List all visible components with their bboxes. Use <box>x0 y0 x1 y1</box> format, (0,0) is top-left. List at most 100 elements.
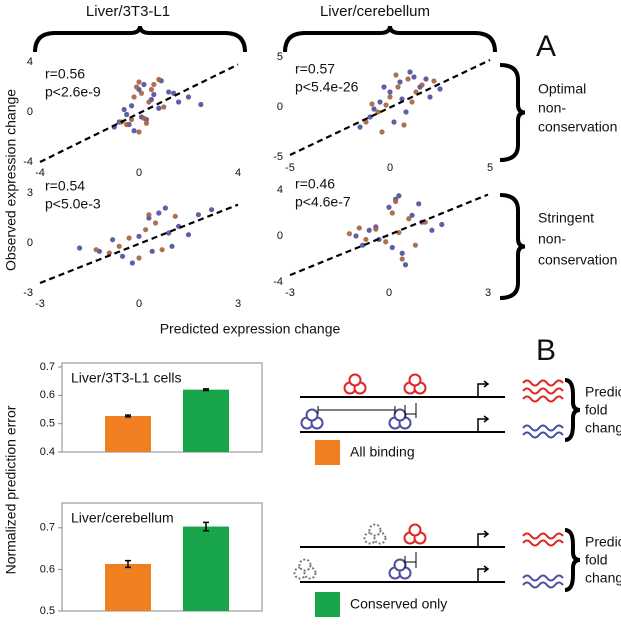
x-tick-label: -3 <box>35 298 45 310</box>
y-tick-label: 4 <box>27 56 33 68</box>
chart-title: Liver/3T3-L1 cells <box>71 370 182 386</box>
scatter-point <box>383 239 389 245</box>
row-label: non- <box>538 231 566 247</box>
annotation: r=0.56 <box>45 66 85 82</box>
scatter-point <box>136 79 142 85</box>
chart-title: Liver/cerebellum <box>71 510 174 526</box>
diagram-label: fold <box>585 552 608 568</box>
transcript <box>522 379 564 387</box>
scatter-point <box>146 99 152 105</box>
row-label: Stringent <box>538 210 594 226</box>
scatter-point <box>198 101 204 108</box>
scatter-point <box>353 233 359 239</box>
scatter-point <box>136 233 142 239</box>
protein <box>408 523 422 537</box>
scatter-point <box>409 99 415 105</box>
transcript <box>522 431 564 439</box>
scatter-point <box>124 121 130 128</box>
scatter-point <box>128 103 135 109</box>
scatter-point <box>159 247 165 253</box>
diagram-label: Predicted <box>585 384 621 400</box>
y-tick-label: -4 <box>273 276 283 288</box>
scatter-point <box>133 84 140 90</box>
scatter-point <box>166 89 172 95</box>
panel-label: A <box>536 30 556 63</box>
scatter-point <box>131 94 137 100</box>
annotation: r=0.57 <box>295 61 335 77</box>
y-tick-label: 3 <box>27 187 33 199</box>
y-tick-label: -3 <box>23 287 33 299</box>
y-tick-label: -5 <box>273 151 283 163</box>
diagram-label: fold <box>585 402 608 418</box>
row-label: conservation <box>538 119 617 135</box>
scatter-point <box>381 84 387 90</box>
scatter-point <box>423 76 429 82</box>
protein <box>393 558 407 572</box>
x-axis-title: Predicted expression change <box>160 321 341 337</box>
scatter-point <box>387 94 393 100</box>
error-bar <box>125 559 131 569</box>
scatter-point <box>429 227 435 233</box>
y-tick-label: 0 <box>277 101 283 113</box>
scatter-point <box>409 212 415 218</box>
x-tick-label: 0 <box>136 167 142 179</box>
y-axis-title: Observed expression change <box>3 89 19 271</box>
protein <box>368 523 382 537</box>
y-tick-label: -4 <box>23 156 33 168</box>
scatter-point <box>156 76 162 83</box>
x-tick-label: 0 <box>386 287 392 299</box>
scatter-point <box>185 94 192 100</box>
scatter-point <box>346 231 352 237</box>
scatter-point <box>141 81 147 88</box>
scatter-point <box>427 94 433 100</box>
legend-swatch <box>315 440 340 465</box>
protein <box>305 408 319 422</box>
promoter-arrow <box>477 380 490 397</box>
scatter-point <box>437 86 443 92</box>
bar <box>105 563 151 611</box>
bar <box>183 389 229 452</box>
y-tick-label: 0.6 <box>40 563 55 575</box>
scatter-point <box>395 84 401 90</box>
brace <box>499 193 526 300</box>
y-tick-label: 0.5 <box>40 418 55 430</box>
scatter-point <box>393 198 399 205</box>
scatter-point <box>138 90 145 96</box>
y-tick-label: 0 <box>27 237 33 249</box>
x-tick-label: 0 <box>136 298 142 310</box>
protein <box>393 408 407 422</box>
annotation: p<5.4e-26 <box>295 79 359 95</box>
scatter-point <box>195 212 201 218</box>
transcript <box>522 532 564 540</box>
x-tick-label: -3 <box>285 287 295 299</box>
scatter-point <box>393 72 399 78</box>
scatter-point <box>126 235 132 241</box>
scatter-point <box>151 91 157 98</box>
transcript <box>522 387 564 395</box>
x-tick-label: 0 <box>387 162 393 174</box>
error-bar <box>203 388 209 392</box>
legend-label: Conserved only <box>350 596 447 612</box>
protein <box>348 373 362 387</box>
scatter-point <box>136 129 142 135</box>
scatter-point <box>77 245 83 251</box>
row-label: conservation <box>538 252 617 268</box>
scatter-point <box>143 120 150 126</box>
scatter-point <box>363 236 369 243</box>
row-label: Optimal <box>538 81 586 97</box>
protein <box>373 531 387 545</box>
scatter-point <box>141 115 147 121</box>
protein <box>303 566 317 580</box>
scatter-point <box>146 212 152 218</box>
annotation: r=0.54 <box>45 178 85 194</box>
scatter-point <box>93 247 99 253</box>
x-tick-label: -5 <box>285 162 295 174</box>
scatter-point <box>129 260 135 266</box>
distance-arrow <box>317 403 417 418</box>
scatter-point <box>119 253 126 259</box>
transcript <box>522 395 564 403</box>
scatter-point <box>110 237 116 243</box>
transcript <box>522 581 564 589</box>
scatter-point <box>143 227 149 233</box>
